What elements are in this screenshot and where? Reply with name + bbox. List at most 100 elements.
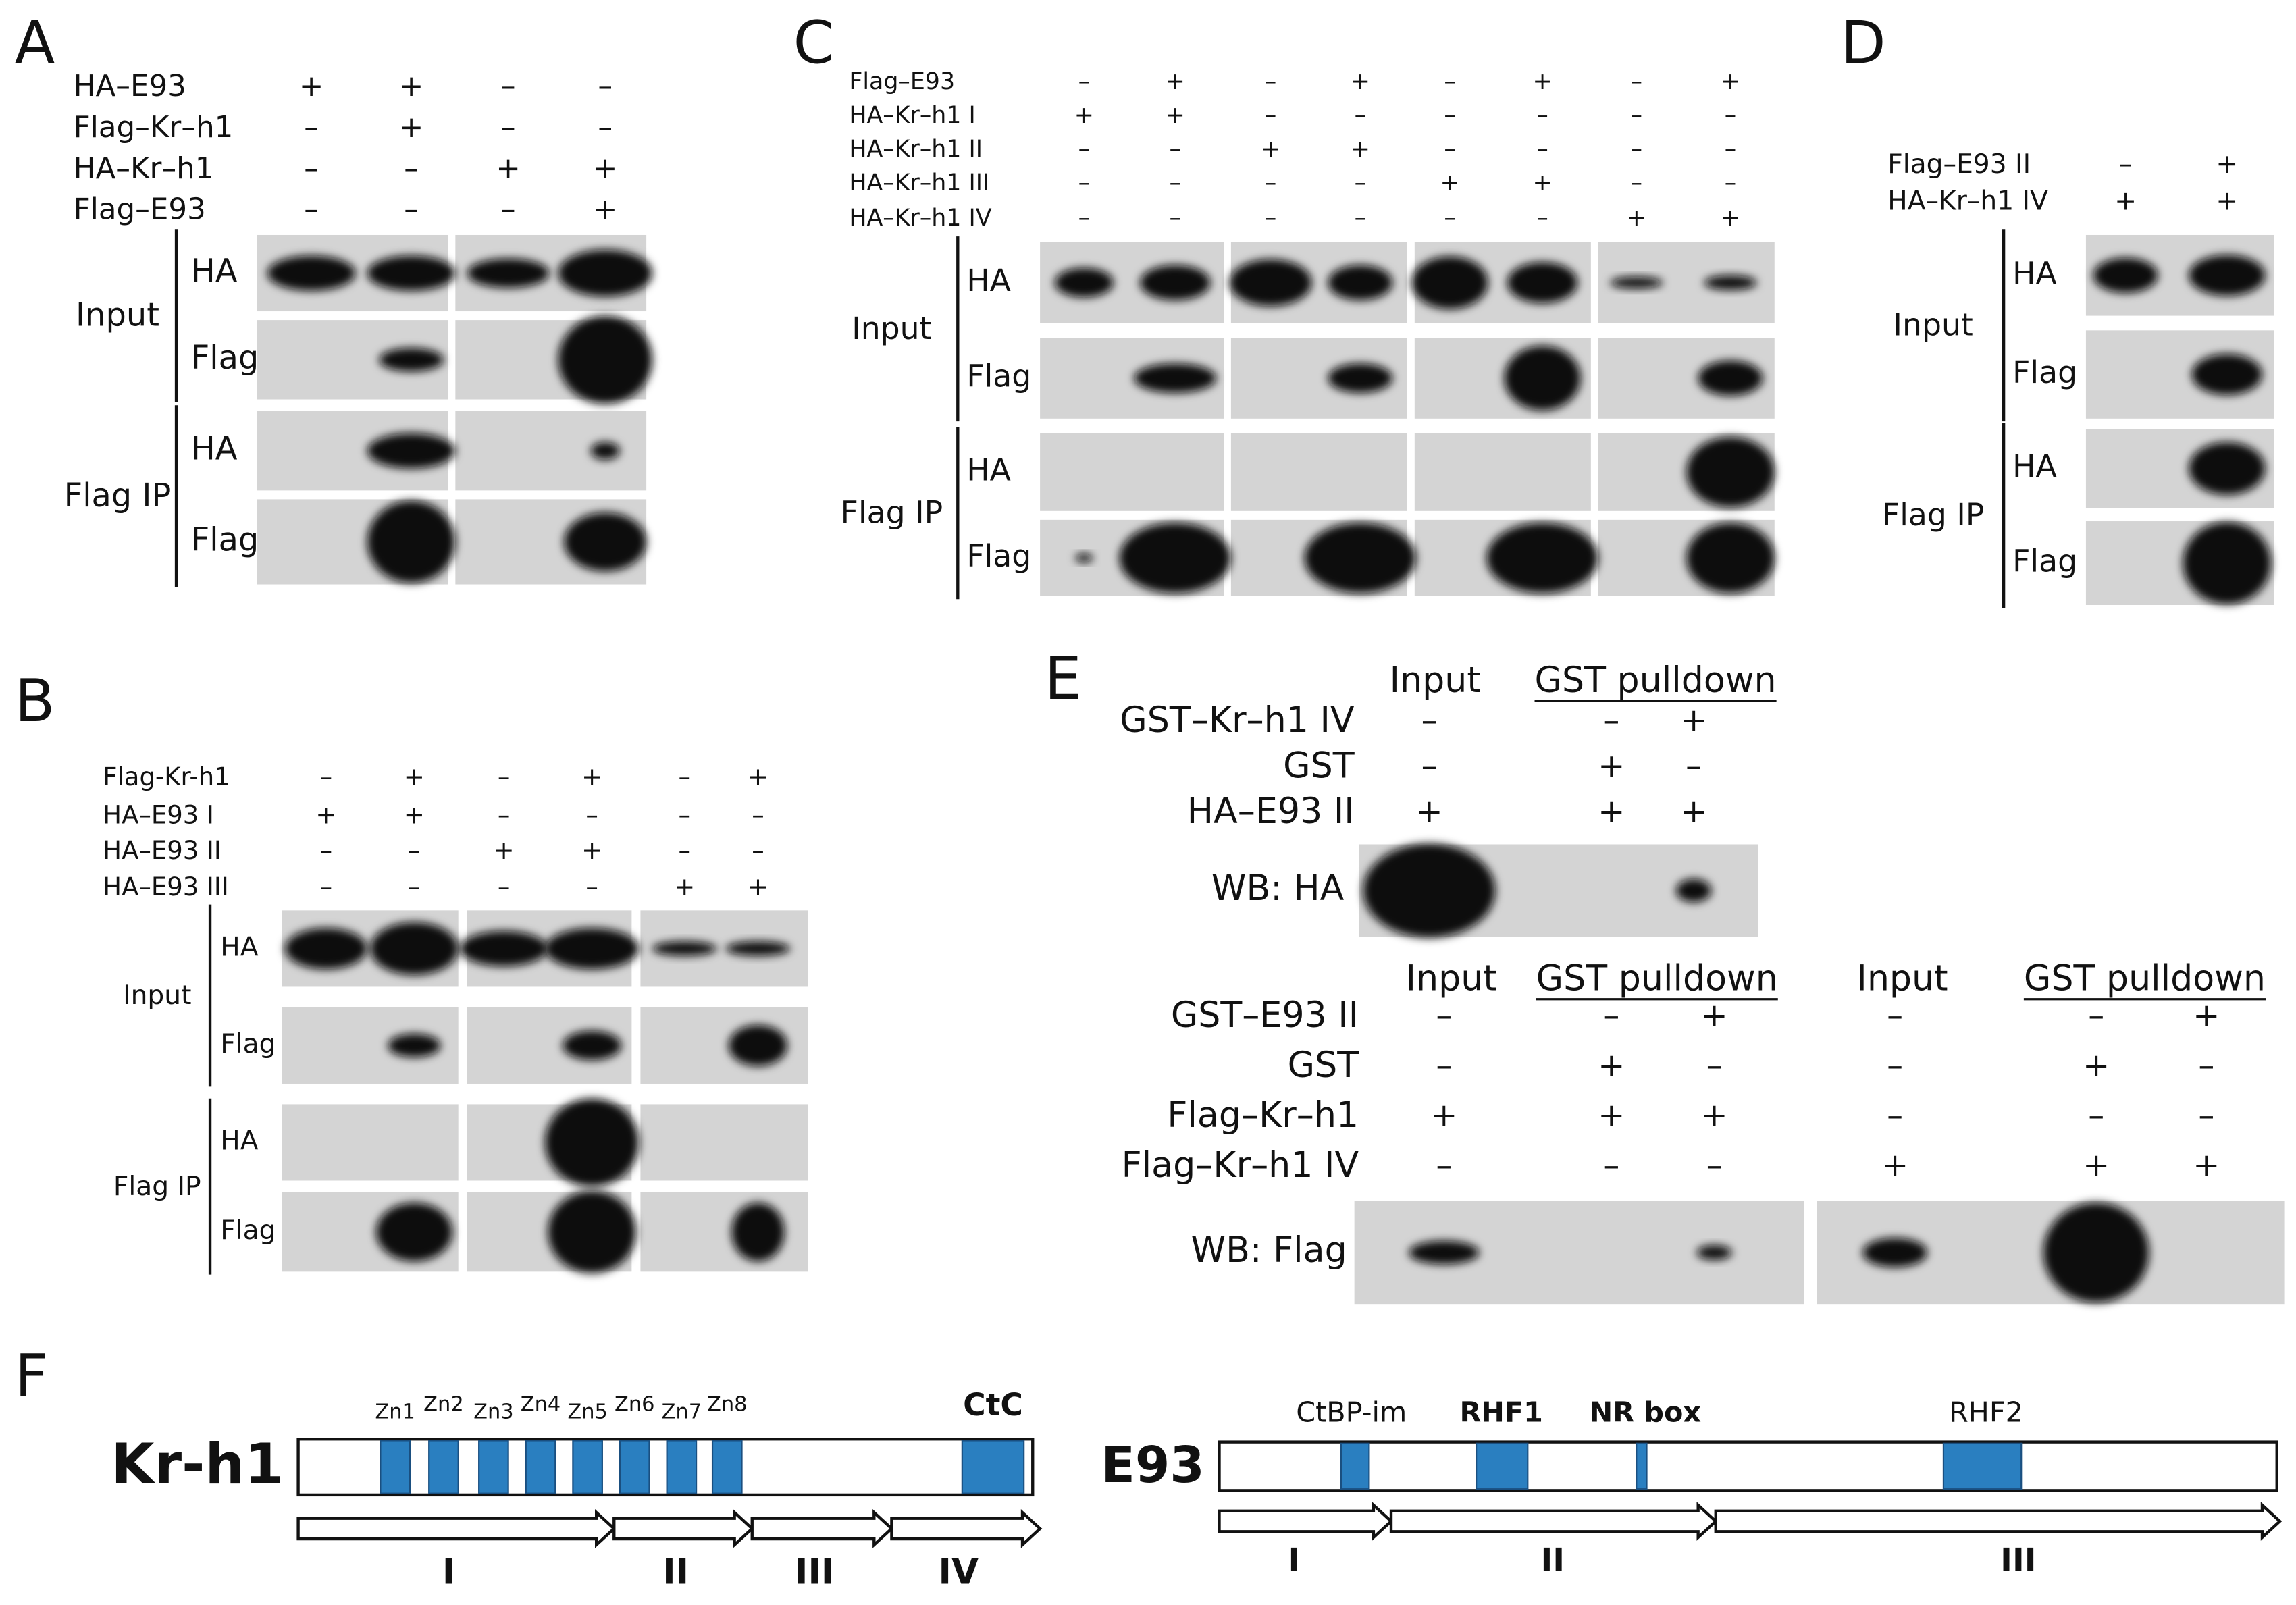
sign: – [498,872,510,901]
band [2191,354,2262,396]
blot-label: HA [966,263,1011,298]
group-label: Flag IP [841,495,943,531]
band [548,1190,636,1273]
band [728,1024,787,1066]
blot-label: Flag [220,1215,276,1246]
sign: + [1166,68,1185,95]
band [370,922,459,976]
band [1140,265,1211,300]
domain-box [428,1440,459,1494]
domain-label: RHF1 [1459,1396,1542,1428]
band [1507,262,1578,304]
sign: – [1436,1147,1452,1184]
sign: + [1701,997,1728,1034]
domain-label: Zn7 [662,1400,702,1424]
row-label: HA–Kr–h1 [74,152,214,186]
row-label: HA–Kr–h1 IV [849,205,991,232]
blot-label: WB: HA [1211,868,1345,909]
sign: – [404,193,419,227]
sign: + [1351,136,1370,163]
group-label: Input [852,311,931,346]
sign: + [1351,68,1370,95]
sign: – [1421,747,1438,785]
group-label: Input [123,980,191,1011]
domain-box [711,1440,743,1494]
sign: – [1170,205,1181,232]
sign: + [1881,1147,1908,1184]
protein-name: E93 [1101,1436,1204,1494]
row-label: Flag–E93 [74,193,206,227]
sign: – [304,111,319,144]
group-label: Flag IP [1882,497,1984,533]
band [367,500,456,583]
sign: – [1536,205,1548,232]
sign: – [598,111,612,144]
domain-box [619,1440,650,1494]
sign: + [1598,747,1625,785]
row-label: Flag–E93 [849,68,955,95]
sign: – [1355,169,1366,196]
band [725,941,791,956]
column-header: Input [1406,959,1497,999]
row-label: HA–E93 I [103,801,214,830]
fragment-label: III [2000,1542,2036,1579]
sign: – [1421,702,1438,739]
sign: – [408,872,420,901]
sign: – [1078,205,1090,232]
sign: + [399,70,423,103]
sign: – [1631,136,1642,163]
sign: – [2198,1097,2214,1134]
sign: – [304,193,319,227]
panel-letter: D [1841,9,1886,78]
blot [640,1104,808,1181]
sign: + [1440,169,1459,196]
domain-box [380,1440,411,1494]
blot-label: Flag [966,359,1031,394]
column-header: Input [1390,660,1481,701]
sign: – [501,70,516,103]
sign: + [1532,169,1552,196]
sign: – [1078,68,1090,95]
row-label: HA–E93 III [103,872,228,901]
panel-letter: B [15,666,55,735]
sign: + [2114,186,2137,217]
sign: – [320,762,332,791]
domain-box [961,1440,1025,1494]
sign: + [748,762,768,791]
blot [1414,433,1591,511]
sign: + [399,111,423,144]
blot-label: Flag [220,1029,276,1059]
row-label: HA–Kr–h1 I [849,102,975,129]
band [375,1203,452,1262]
band [1504,346,1581,411]
blot [282,1104,459,1181]
sign: – [1265,68,1276,95]
sign: – [1631,169,1642,196]
sign: – [2119,149,2133,180]
domain-label: NR box [1590,1396,1702,1428]
sign: – [408,836,420,865]
band [558,315,652,404]
sign: – [304,152,319,186]
band [1229,259,1312,307]
band [590,442,620,460]
band [2183,522,2272,604]
sign: + [404,801,425,830]
sign: – [678,801,690,830]
sign: – [1887,1047,1903,1084]
sign: – [585,801,598,830]
row-label: HA–Kr–h1 IV [1887,186,2048,217]
sign: + [2193,997,2220,1034]
domain-box [525,1440,556,1494]
band [1696,1245,1732,1260]
fragment-label: I [1288,1542,1301,1579]
sign: – [1355,205,1366,232]
sign: + [299,70,323,103]
band [388,1034,441,1057]
domain-box [666,1440,698,1494]
sign: + [1721,205,1740,232]
domain-box [1636,1442,1648,1490]
domain-label: CtC [963,1387,1023,1423]
row-label: Flag-Kr-h1 [103,762,230,791]
